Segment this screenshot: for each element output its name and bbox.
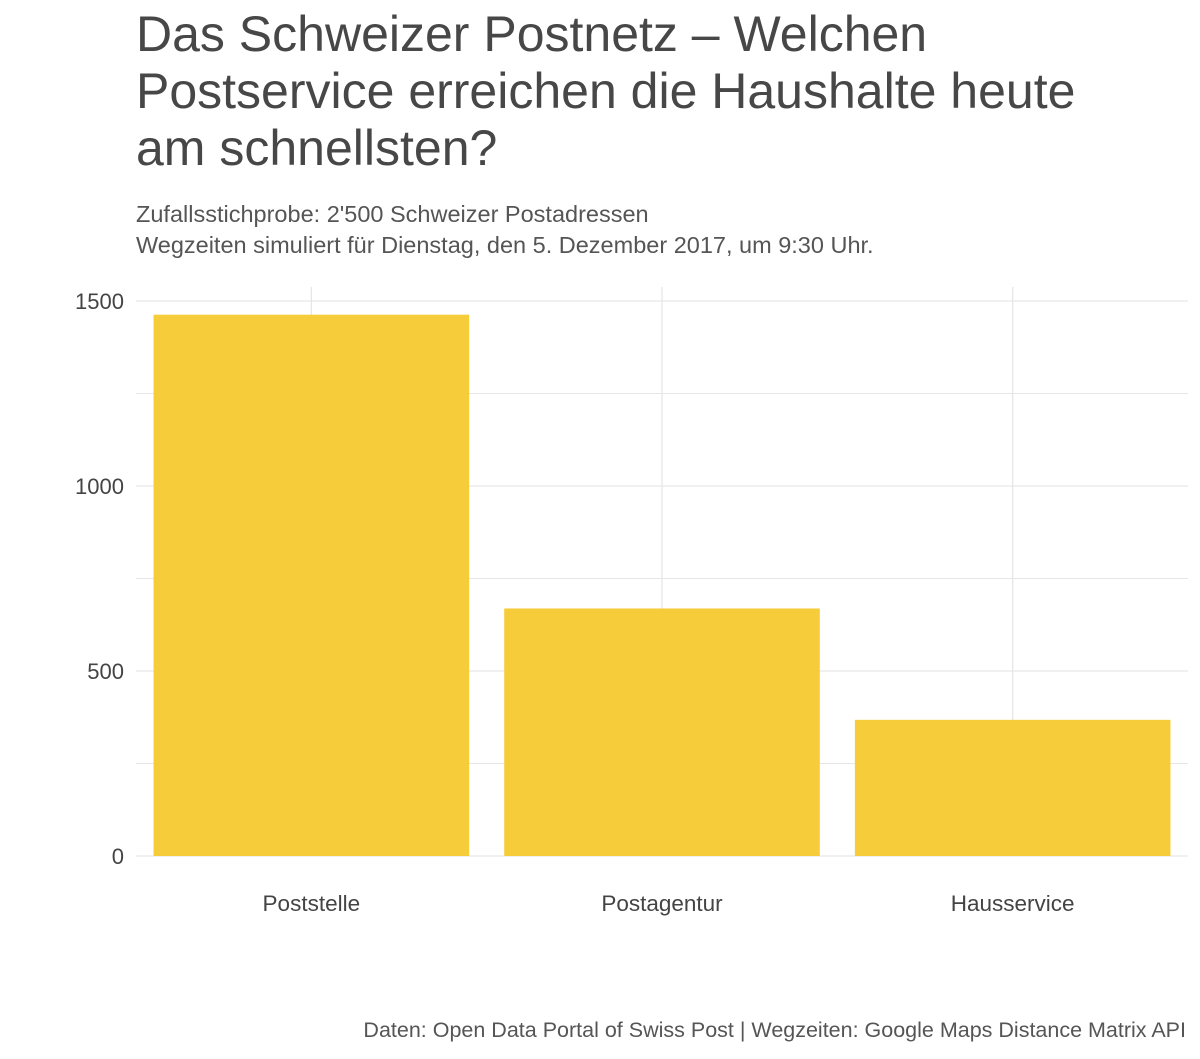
subtitle-line-2: Wegzeiten simuliert für Dienstag, den 5.… xyxy=(136,232,874,258)
chart-subtitle: Zufallsstichprobe: 2'500 Schweizer Posta… xyxy=(136,199,874,261)
x-tick-label: Poststelle xyxy=(263,891,361,916)
x-axis-ticks: Poststelle Postagentur Hausservice xyxy=(263,891,1075,916)
bar-hausservice xyxy=(854,719,1171,856)
bars xyxy=(153,314,1171,856)
chart-title: Das Schweizer Postnetz – Welchen Postser… xyxy=(136,6,1076,176)
y-axis-ticks: 0 500 1000 1500 xyxy=(75,289,124,869)
y-tick-label: 500 xyxy=(87,659,124,684)
bar-chart: 0 500 1000 1500 Poststelle Postagentur Hausse… xyxy=(75,287,1188,916)
y-tick-label: 0 xyxy=(112,844,124,869)
y-tick-label: 1500 xyxy=(75,289,124,314)
subtitle-line-1: Zufallsstichprobe: 2'500 Schweizer Posta… xyxy=(136,201,649,227)
y-tick-label: 1000 xyxy=(75,474,124,499)
x-tick-label: Postagentur xyxy=(601,891,723,916)
x-tick-label: Hausservice xyxy=(951,891,1075,916)
bar-postagentur xyxy=(504,608,820,856)
chart-caption: Daten: Open Data Portal of Swiss Post | … xyxy=(363,1018,1186,1042)
bar-poststelle xyxy=(153,314,470,856)
